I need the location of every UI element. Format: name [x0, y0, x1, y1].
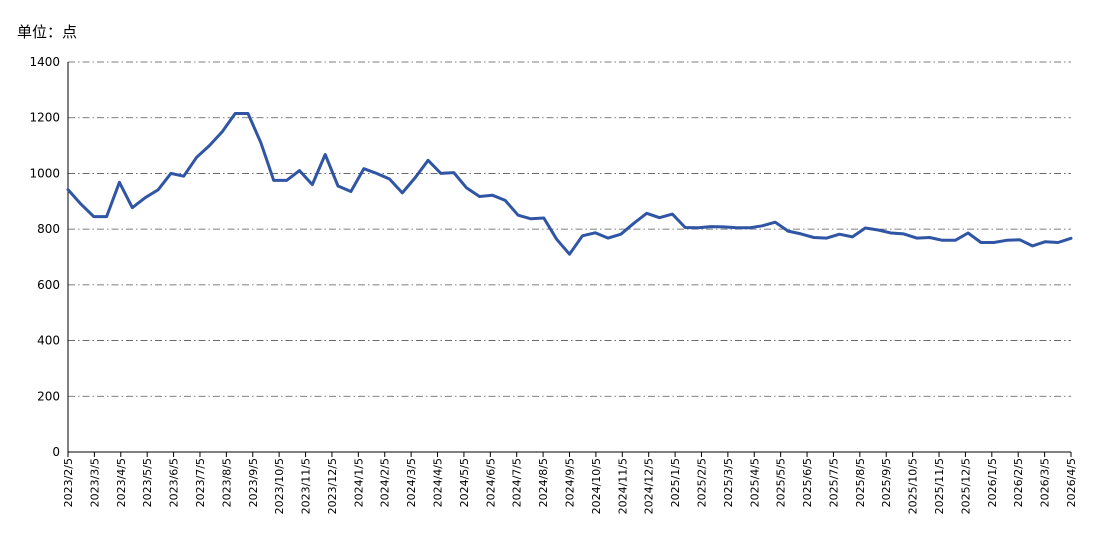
x-tick-label: 2024/3/5 [405, 458, 418, 507]
x-tick-labels: 2023/2/5 2023/3/5 2023/4/5 2023/5/5 2023/6/5… [62, 458, 1078, 514]
x-tick-label: 2026/3/5 [1039, 458, 1052, 507]
x-tick-label: 2024/12/5 [643, 458, 656, 514]
series-line [66, 112, 1073, 256]
y-tick-labels: 0 200 400 600 800 1000 1200 1400 [29, 55, 60, 459]
x-tick-label: 2024/5/5 [458, 458, 471, 507]
x-tick-label: 2024/8/5 [537, 458, 550, 507]
x-tick-label: 2025/6/5 [801, 458, 814, 507]
x-tick-label: 2023/5/5 [141, 458, 154, 507]
x-tick-label: 2023/4/5 [115, 458, 128, 507]
x-tick-label: 2025/11/5 [933, 458, 946, 514]
x-tick-label: 2024/2/5 [379, 458, 392, 507]
x-tick-label: 2026/2/5 [1012, 458, 1025, 507]
x-tick-label: 2026/1/5 [986, 458, 999, 507]
y-tick-label: 400 [37, 334, 60, 348]
unit-label: 单位：点 [17, 23, 78, 41]
x-tick-label: 2025/10/5 [907, 458, 920, 514]
x-tick-label: 2025/4/5 [748, 458, 761, 507]
x-tick-label: 2025/1/5 [669, 458, 682, 507]
x-tick-label: 2023/7/5 [194, 458, 207, 507]
x-tick-label: 2024/4/5 [432, 458, 445, 507]
gridlines [68, 61, 1071, 397]
x-tick-label: 2023/3/5 [88, 458, 101, 507]
x-tick-label: 2023/2/5 [62, 458, 75, 507]
x-tick-label: 2024/7/5 [511, 458, 524, 507]
y-tick-label: 200 [37, 389, 60, 403]
x-tick-label: 2024/10/5 [590, 458, 603, 514]
x-tick-label: 2024/1/5 [352, 458, 365, 507]
y-tick-label: 800 [37, 222, 60, 236]
x-tick-label: 2026/4/5 [1065, 458, 1078, 507]
y-tick-label: 0 [52, 445, 60, 459]
x-tick-label: 2025/2/5 [695, 458, 708, 507]
x-tick-label: 2023/11/5 [300, 458, 313, 514]
x-tick-label: 2025/8/5 [854, 458, 867, 507]
x-tick-label: 2025/3/5 [722, 458, 735, 507]
x-tick-label: 2023/8/5 [220, 458, 233, 507]
x-tick-label: 2024/9/5 [564, 458, 577, 507]
y-tick-label: 600 [37, 278, 60, 292]
x-tick-label: 2024/6/5 [484, 458, 497, 507]
series-layer [66, 112, 1073, 256]
x-tick-label: 2023/10/5 [273, 458, 286, 514]
y-tick-label: 1000 [29, 166, 60, 180]
axes [67, 62, 1072, 457]
x-tick-label: 2023/12/5 [326, 458, 339, 514]
x-tick-label: 2025/9/5 [880, 458, 893, 507]
x-tick-label: 2025/5/5 [775, 458, 788, 507]
x-tick-label: 2025/12/5 [959, 458, 972, 514]
x-tick-label: 2025/7/5 [827, 458, 840, 507]
x-tick-label: 2024/11/5 [616, 458, 629, 514]
y-tick-label: 1400 [29, 55, 60, 69]
y-tick-label: 1200 [29, 111, 60, 125]
x-tick-label: 2023/6/5 [168, 458, 181, 507]
x-tick-label: 2023/9/5 [247, 458, 260, 507]
